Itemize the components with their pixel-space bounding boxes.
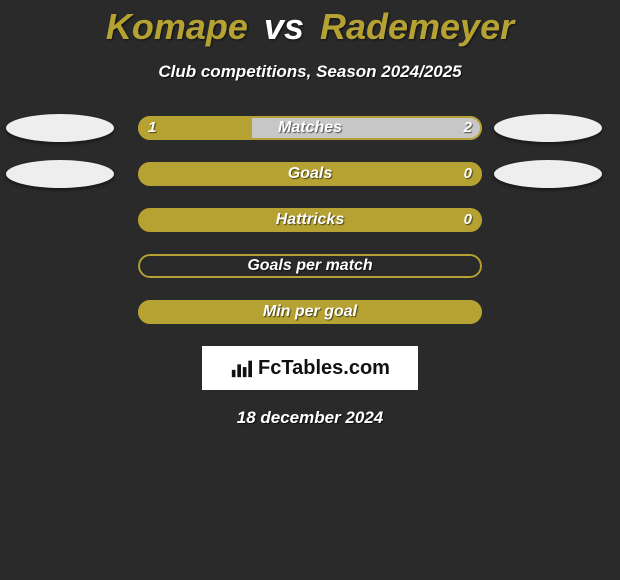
player1-flag [6,160,114,188]
player2-flag [494,114,602,142]
stat-row: Min per goal [0,300,620,324]
comparison-title: Komape vs Rademeyer [0,0,620,48]
date-label: 18 december 2024 [0,408,620,428]
comparison-rows: 12Matches 0Goals 0Hattricks Goals per match… [0,116,620,324]
player2-flag [494,160,602,188]
stat-bar: Goals per match [138,254,482,278]
metric-label: Min per goal [138,300,482,324]
stat-row: 0Hattricks [0,208,620,232]
player2-name: Rademeyer [320,6,514,47]
stat-row: 0Goals [0,162,620,186]
stat-bar: 12Matches [138,116,482,140]
logo: FcTables.com [230,357,390,380]
stat-row: Goals per match [0,254,620,278]
vs-label: vs [264,6,304,47]
player1-flag [6,114,114,142]
bars-icon [230,357,252,379]
metric-label: Goals [138,162,482,186]
metric-label: Matches [138,116,482,140]
stat-bar: 0Hattricks [138,208,482,232]
stat-bar: Min per goal [138,300,482,324]
subtitle: Club competitions, Season 2024/2025 [0,62,620,82]
metric-label: Hattricks [138,208,482,232]
player1-name: Komape [106,6,248,47]
stat-bar: 0Goals [138,162,482,186]
metric-label: Goals per match [138,254,482,278]
stat-row: 12Matches [0,116,620,140]
logo-text: FcTables.com [258,357,390,380]
logo-box: FcTables.com [202,346,418,390]
